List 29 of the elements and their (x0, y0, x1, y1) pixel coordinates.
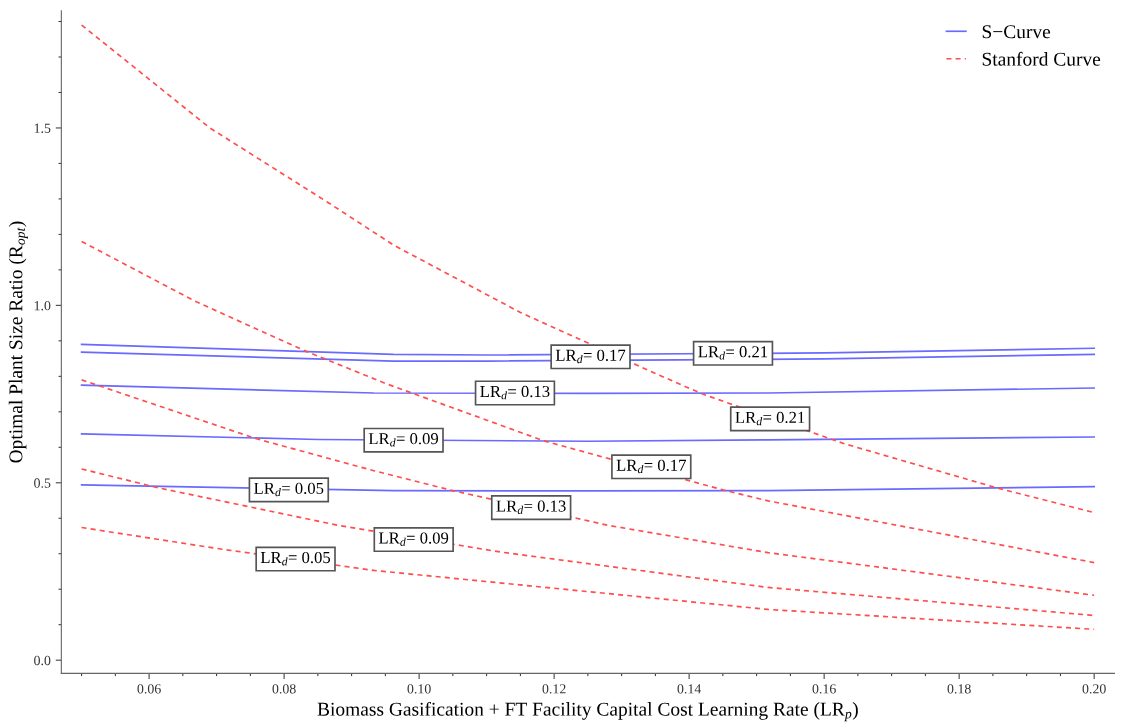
annotation: LR$_{d}$= 0.17 (555, 349, 626, 364)
y-tick-label: 1.5 (34, 123, 51, 133)
line-series (80, 240, 1095, 564)
annotation: LR$_{d}$= 0.17 (616, 459, 686, 474)
x-tick-label: 0.10 (407, 684, 431, 694)
legend-label: Stanford Curve (982, 51, 1101, 66)
legend-label: S−Curve (982, 25, 1051, 39)
x-tick-label: 0.12 (542, 684, 566, 694)
x-axis-title: Biomass Gasification + FT Facility Capital Cost Learning Rate (LR$_{p}$) (317, 701, 858, 722)
annotation: LR$_{d}$= 0.21 (735, 411, 805, 426)
y-tick-label: 0.0 (34, 655, 51, 666)
annotation: LR$_{d}$= 0.13 (480, 385, 550, 400)
y-tick-label: 0.5 (34, 478, 51, 488)
line-series (80, 526, 1095, 631)
y-axis-title: Optimal Plant Size Ratio (R$_{opt}$) (8, 221, 28, 463)
annotation: LR$_{d}$= 0.13 (496, 500, 566, 514)
annotation: LR$_{d}$= 0.09 (378, 532, 449, 546)
x-tick-label: 0.16 (812, 684, 836, 694)
y-tick-label: 1.0 (34, 300, 51, 311)
x-tick-label: 0.06 (137, 684, 161, 694)
x-tick-label: 0.18 (947, 684, 971, 694)
x-tick-label: 0.14 (677, 684, 702, 694)
annotation: LR$_{d}$= 0.21 (698, 346, 768, 360)
annotation: LR$_{d}$= 0.05 (260, 551, 331, 566)
annotation: LR$_{d}$= 0.05 (254, 482, 324, 497)
line-series (80, 379, 1095, 597)
annotation: LR$_{d}$= 0.09 (368, 433, 439, 447)
x-tick-label: 0.08 (272, 684, 296, 694)
x-tick-label: 0.20 (1082, 684, 1106, 694)
